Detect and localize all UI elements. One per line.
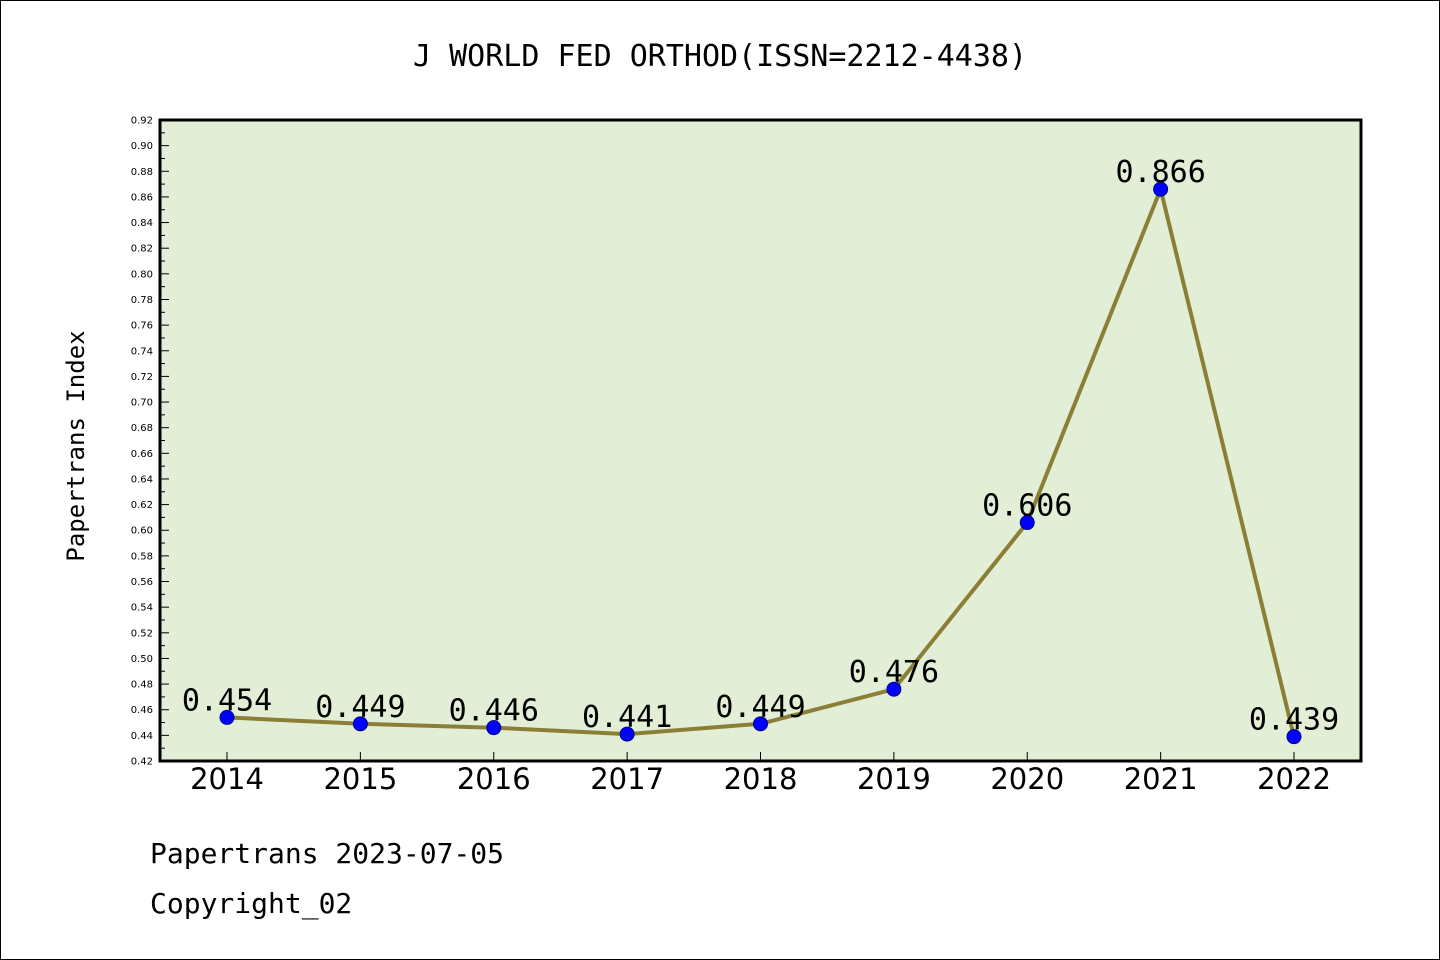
data-point-2017 <box>619 726 635 742</box>
data-point-2020 <box>1019 515 1035 531</box>
y-tick-label: 0.78 <box>131 295 153 306</box>
x-axis-ticks: 2014 2015 2016 2017 2018 2019 2020 2021 2022 <box>190 752 1331 796</box>
data-point-2014 <box>219 709 235 725</box>
y-tick-label: 0.86 <box>131 192 153 203</box>
x-tick-label: 2014 <box>190 762 264 796</box>
plot-border <box>158 118 1363 763</box>
y-axis-ticks: 0.42 0.44 0.46 0.48 0.50 0.52 0.54 0.56 0.58 0.60… <box>131 116 169 768</box>
y-axis-label: Papertrans Index <box>62 330 90 561</box>
y-tick-label: 0.76 <box>131 321 153 332</box>
data-point-2021 <box>1153 181 1169 197</box>
y-tick-label: 0.42 <box>131 757 153 768</box>
data-labels: 0.454 0.449 0.446 0.441 0.449 0.476 0.606 0.866… <box>182 155 1339 737</box>
y-tick-label: 0.58 <box>131 551 153 562</box>
footer-date: Papertrans 2023-07-05 <box>150 837 504 870</box>
y-tick-label: 0.62 <box>131 500 153 511</box>
x-tick-label: 2019 <box>857 762 931 796</box>
data-label-2018: 0.449 <box>715 690 805 725</box>
y-tick-label: 0.50 <box>131 654 153 665</box>
x-tick-label: 2016 <box>457 762 531 796</box>
data-label-2022: 0.439 <box>1249 703 1339 738</box>
chart-title: J WORLD FED ORTHOD(ISSN=2212-4438) <box>413 39 1027 74</box>
data-label-2019: 0.476 <box>849 655 939 690</box>
data-label-2016: 0.446 <box>449 694 539 729</box>
x-tick-label: 2015 <box>323 762 397 796</box>
y-tick-label: 0.66 <box>131 449 153 460</box>
plot-area <box>160 120 1361 761</box>
y-tick-label: 0.68 <box>131 423 153 434</box>
y-tick-label: 0.46 <box>131 705 153 716</box>
y-tick-label: 0.84 <box>131 218 153 229</box>
data-label-2017: 0.441 <box>582 700 672 735</box>
y-tick-label: 0.64 <box>131 474 153 485</box>
data-point-2022 <box>1286 729 1302 745</box>
x-tick-label: 2020 <box>990 762 1064 796</box>
y-tick-label: 0.74 <box>131 346 153 357</box>
data-point-2019 <box>886 681 902 697</box>
data-point-2015 <box>352 716 368 732</box>
x-tick-label: 2022 <box>1257 762 1331 796</box>
x-tick-label: 2021 <box>1124 762 1198 796</box>
y-tick-label: 0.92 <box>131 116 153 127</box>
footer-copyright: Copyright_02 <box>150 887 352 921</box>
y-tick-label: 0.48 <box>131 680 153 691</box>
data-label-2015: 0.449 <box>315 690 405 725</box>
y-tick-label: 0.72 <box>131 372 153 383</box>
x-tick-label: 2017 <box>590 762 664 796</box>
data-point-2018 <box>753 716 768 732</box>
data-point-2016 <box>486 720 502 736</box>
y-tick-label: 0.52 <box>131 628 153 639</box>
y-tick-label: 0.56 <box>131 577 153 588</box>
y-tick-label: 0.80 <box>131 269 153 280</box>
y-tick-label: 0.60 <box>131 526 153 537</box>
data-label-2014: 0.454 <box>182 683 272 718</box>
y-tick-label: 0.44 <box>131 731 153 742</box>
y-tick-label: 0.70 <box>131 398 153 409</box>
y-tick-label: 0.90 <box>131 141 153 152</box>
data-label-2020: 0.606 <box>982 489 1072 524</box>
data-label-2021: 0.866 <box>1115 155 1205 190</box>
data-markers <box>219 181 1302 745</box>
y-tick-label: 0.82 <box>131 244 153 255</box>
y-tick-label: 0.54 <box>131 603 153 614</box>
y-tick-label: 0.88 <box>131 167 153 178</box>
x-tick-label: 2018 <box>724 762 798 796</box>
